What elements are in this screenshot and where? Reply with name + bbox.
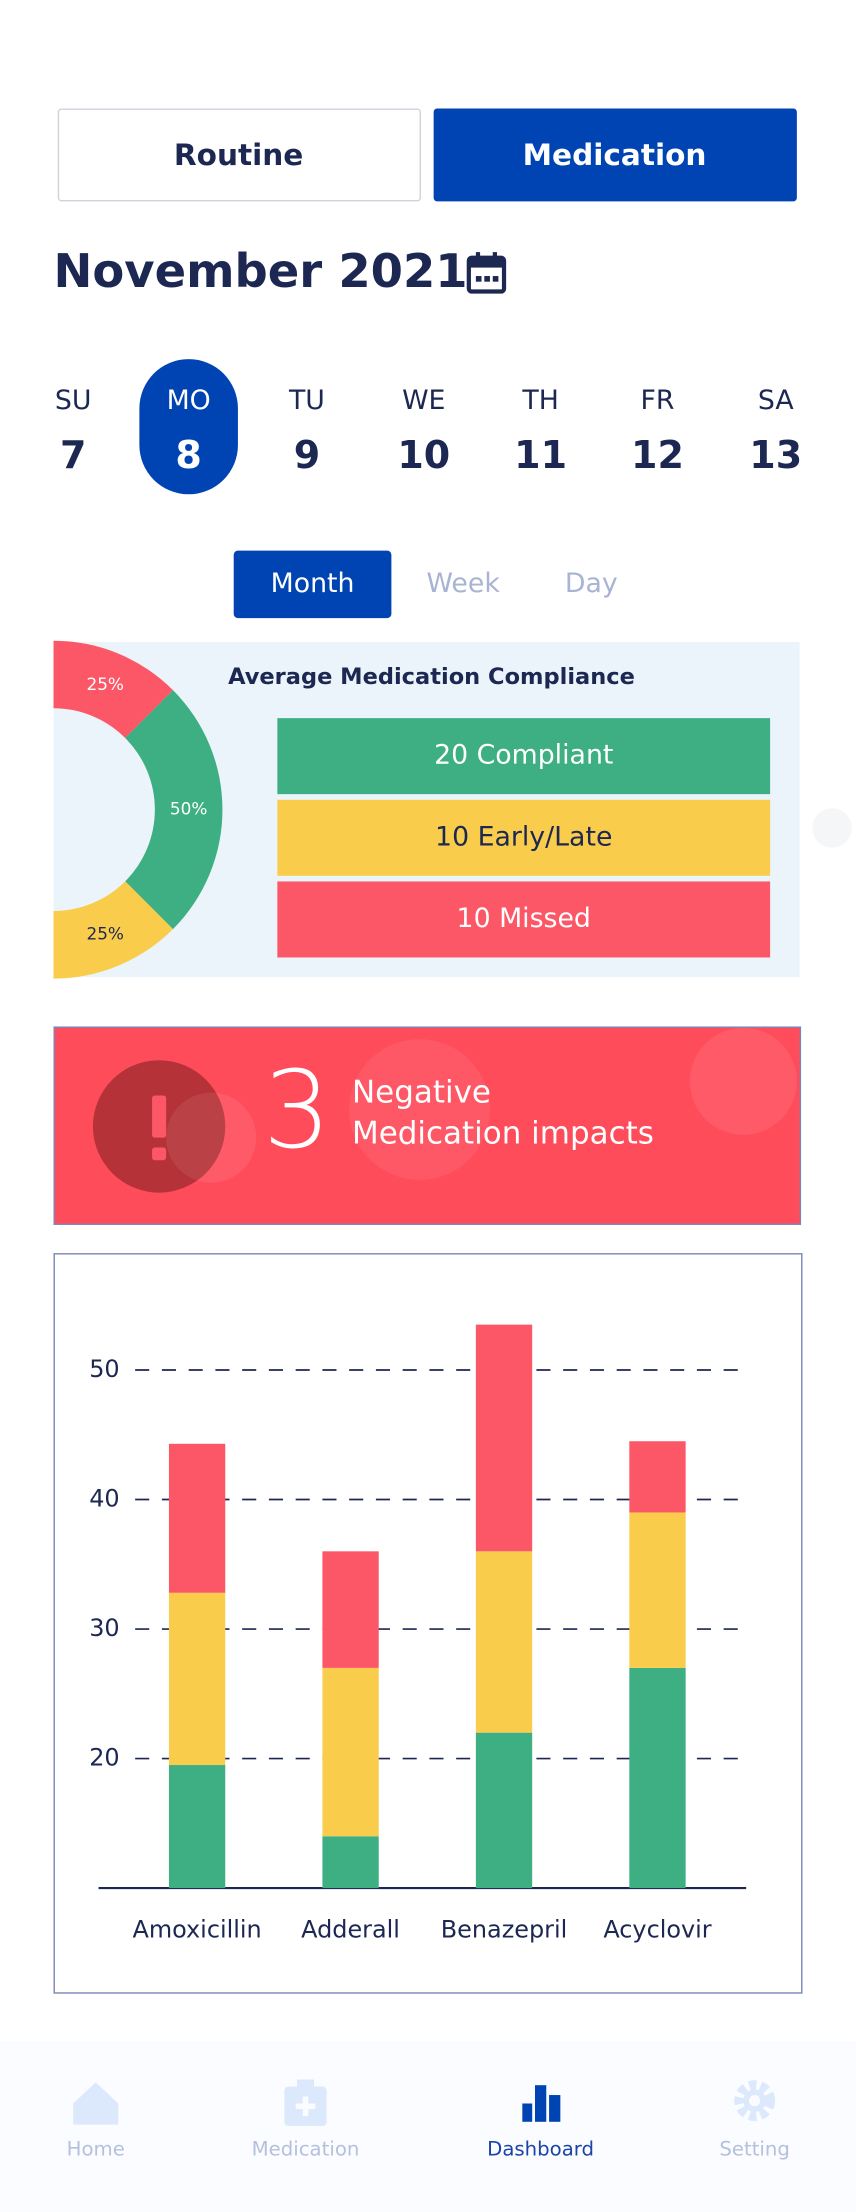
compliance-title: Average Medication Compliance xyxy=(228,664,635,690)
tab-label: Medication xyxy=(523,138,707,172)
legend-box xyxy=(277,881,771,958)
day-date: 12 xyxy=(631,433,684,477)
legend-box xyxy=(277,799,771,876)
setting-hole xyxy=(749,2095,761,2107)
calendar-frame xyxy=(466,255,507,294)
nav-item[interactable]: Setting xyxy=(719,2080,790,2160)
bar-segment xyxy=(322,1551,379,1668)
legend-label: 20 Compliant xyxy=(434,740,613,771)
calendar-icon[interactable] xyxy=(466,252,507,294)
y-tick-label: 50 xyxy=(89,1355,119,1383)
calendar-dot xyxy=(475,276,482,282)
decor-circle xyxy=(166,1092,257,1183)
setting-icon xyxy=(734,2080,776,2122)
nav-label: Home xyxy=(67,2137,125,2160)
bar-chart-card xyxy=(53,1253,803,1994)
x-tick-label: Adderall xyxy=(301,1915,400,1943)
donut-label: 50% xyxy=(170,799,208,819)
calendar-top xyxy=(468,257,505,268)
alert-text: Negative xyxy=(352,1075,491,1111)
period-label: Week xyxy=(427,568,501,599)
bar-segment xyxy=(322,1836,379,1889)
tab-label: Routine xyxy=(174,138,303,172)
day-name: TU xyxy=(288,385,325,416)
donut-slice xyxy=(125,690,223,930)
calendar-dot xyxy=(492,276,499,282)
day-date: 10 xyxy=(397,433,450,477)
tab-button[interactable] xyxy=(433,108,797,202)
bar-segment xyxy=(475,1551,533,1733)
calendar-ring xyxy=(492,252,497,261)
nav-label: Setting xyxy=(719,2137,790,2160)
calendar-ring xyxy=(475,252,481,261)
day-name: TH xyxy=(521,385,558,416)
day-date: 13 xyxy=(749,433,802,477)
donut-slice xyxy=(53,881,173,979)
tab-button[interactable] xyxy=(57,108,421,202)
decor-circle xyxy=(812,808,852,848)
legend-label: 10 Missed xyxy=(457,903,591,934)
day-name: WE xyxy=(402,385,445,416)
y-tick-label: 40 xyxy=(89,1485,119,1513)
nav-label: Dashboard xyxy=(487,2137,594,2160)
bar-segment xyxy=(629,1667,686,1889)
alert-text: Medication impacts xyxy=(352,1115,654,1151)
period-label: Day xyxy=(565,568,618,599)
calendar-dot xyxy=(484,276,490,282)
bar-segment xyxy=(629,1441,686,1513)
day-date: 7 xyxy=(60,433,86,477)
decor-circle xyxy=(349,1039,490,1180)
y-tick-label: 30 xyxy=(89,1614,119,1642)
period-label: Month xyxy=(271,568,355,599)
nav-item[interactable]: Dashboard xyxy=(487,2085,594,2160)
medication-handle xyxy=(297,2079,314,2089)
day-name: SA xyxy=(758,385,794,416)
bottom-nav xyxy=(0,2041,856,2212)
legend-label: 10 Early/Late xyxy=(435,821,612,852)
month-title: November 2021 xyxy=(54,244,468,298)
medication-cross xyxy=(295,2096,316,2117)
day-date: 9 xyxy=(294,433,320,477)
day-date: 11 xyxy=(514,433,567,477)
alert-count: 3 xyxy=(263,1049,331,1173)
donut-slice xyxy=(53,640,173,738)
bar-segment xyxy=(322,1667,379,1837)
x-tick-label: Benazepril xyxy=(441,1915,568,1943)
legend-box xyxy=(277,718,771,795)
bar-segment xyxy=(168,1443,226,1593)
alert-icon-bar xyxy=(152,1095,167,1138)
nav-label: Medication xyxy=(252,2137,360,2160)
x-tick-label: Amoxicillin xyxy=(132,1915,261,1943)
nav-item[interactable]: Medication xyxy=(252,2079,360,2161)
day-name: MO xyxy=(167,385,211,416)
selected-day[interactable] xyxy=(139,359,238,495)
day-date: 8 xyxy=(175,433,201,477)
x-tick-label: Acyclovir xyxy=(603,1915,711,1943)
dashboard-bar xyxy=(549,2095,561,2122)
day-name: FR xyxy=(640,385,674,416)
decor-circle xyxy=(689,1027,797,1135)
bar-segment xyxy=(475,1732,533,1889)
bar-segment xyxy=(168,1765,226,1889)
bar-segment xyxy=(629,1512,686,1668)
donut-label: 25% xyxy=(86,674,124,694)
bar-segment xyxy=(475,1324,533,1552)
dashboard-bar xyxy=(522,2103,533,2122)
alert-icon-dot xyxy=(152,1147,167,1161)
bar-segment xyxy=(168,1592,226,1766)
period-active[interactable] xyxy=(233,550,392,619)
day-name: SU xyxy=(55,385,92,416)
y-tick-label: 20 xyxy=(89,1744,119,1772)
donut-label: 25% xyxy=(86,924,124,944)
dashboard-bar xyxy=(535,2085,547,2122)
